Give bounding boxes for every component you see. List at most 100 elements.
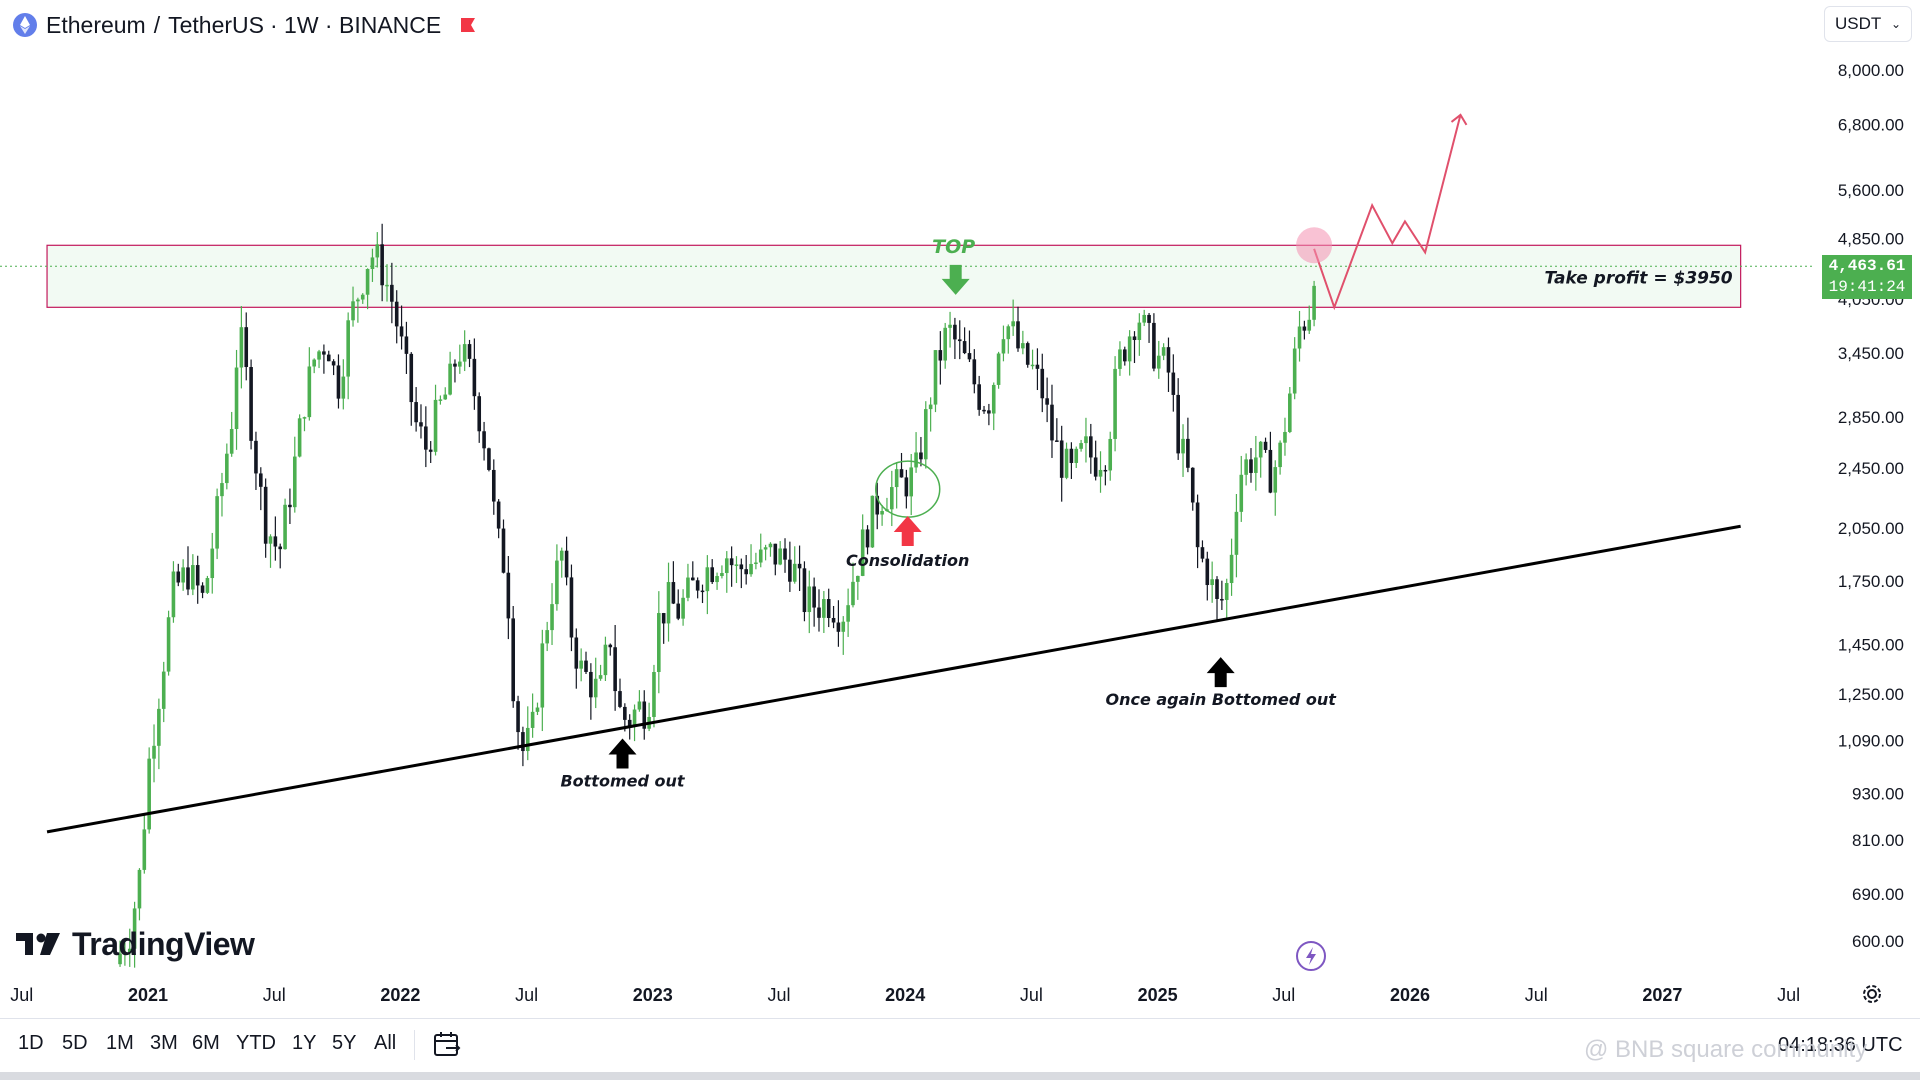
y-tick-label: 1,750.00 [1838, 572, 1904, 591]
candle-up [890, 487, 894, 510]
candle-up [1142, 314, 1147, 323]
resistance-zone[interactable] [46, 244, 1742, 308]
support-trendline[interactable] [46, 524, 1741, 834]
annotation-once-again-bottomed-out: Once again Bottomed out [1105, 690, 1337, 709]
y-tick-label: 6,800.00 [1838, 116, 1904, 135]
candle-up [632, 709, 637, 728]
candle-up [749, 563, 753, 575]
candle-down [414, 402, 418, 423]
candle-up [666, 582, 671, 624]
y-tick-label: 3,450.00 [1838, 344, 1904, 363]
candle-down [817, 607, 821, 618]
candle-up [1283, 431, 1287, 443]
candle-up [545, 630, 549, 644]
candle-up [385, 284, 389, 287]
y-tick-label: 2,850.00 [1838, 408, 1904, 427]
candle-down [278, 546, 283, 550]
candle-down [739, 564, 744, 570]
candle-up [1258, 441, 1263, 458]
candle-up [220, 483, 224, 497]
candle-down [1059, 440, 1064, 478]
currency-select[interactable]: USDT ⌄ [1824, 6, 1912, 42]
range-button-5y[interactable]: 5Y [332, 1032, 357, 1054]
candle-up [559, 550, 564, 561]
utc-clock[interactable]: 04:18:36 UTC [1778, 1034, 1903, 1056]
range-button-all[interactable]: All [374, 1032, 397, 1054]
candle-up [370, 257, 375, 270]
candle-down [875, 495, 880, 515]
candle-down [1035, 364, 1040, 369]
candle-up [1297, 326, 1302, 349]
projection-path[interactable] [1313, 114, 1462, 311]
range-button-1d[interactable]: 1D [18, 1032, 44, 1054]
candle-up [1001, 339, 1006, 354]
candle-down [273, 536, 278, 547]
candle-down [1166, 347, 1171, 373]
candle-up [758, 549, 763, 563]
candle-up [127, 948, 132, 953]
candle-up [1030, 364, 1035, 367]
candle-up [166, 617, 171, 672]
candle-up [909, 467, 914, 497]
range-button-3m[interactable]: 3M [150, 1032, 178, 1054]
candle-down [1103, 469, 1108, 472]
candle-up [1137, 322, 1142, 341]
candle-up [1084, 436, 1088, 444]
candle-down [394, 301, 399, 327]
candle-down [1122, 349, 1127, 362]
chart-title: Ethereum / TetherUS · 1W · BINANCE [12, 8, 477, 42]
candle-down [1190, 467, 1195, 503]
candle-up [433, 399, 438, 452]
x-tick-label: 2025 [1138, 985, 1178, 1005]
candle-down [826, 599, 831, 618]
candle-down [1050, 404, 1054, 441]
red-flag-icon[interactable] [459, 16, 477, 34]
ethereum-logo-icon [13, 13, 37, 37]
range-button-5d[interactable]: 5D [62, 1032, 88, 1054]
lightning-icon[interactable] [1295, 940, 1327, 972]
current-highlight-circle [1296, 227, 1333, 264]
candle-up [210, 548, 215, 579]
range-button-ytd[interactable]: YTD [236, 1032, 276, 1054]
candle-down [608, 644, 613, 648]
candle-up [123, 952, 127, 955]
candle-down [336, 365, 341, 399]
candle-down [729, 558, 734, 566]
candle-down [773, 543, 778, 565]
candle-down [516, 701, 520, 733]
tradingview-logo[interactable]: TradingView [16, 922, 255, 966]
candle-up [341, 376, 346, 399]
candle-down [1025, 343, 1030, 365]
range-button-1m[interactable]: 1M [106, 1032, 134, 1054]
x-tick-label: Jul [1777, 985, 1800, 1005]
gear-icon[interactable] [1860, 982, 1884, 1006]
candle-up [530, 711, 535, 728]
candle-up [1234, 511, 1239, 555]
x-tick-label: Jul [767, 985, 790, 1005]
price-chart[interactable]: Take profit = $3950 TOP Consolidation Botto… [0, 0, 1920, 1018]
x-tick-label: 2021 [128, 985, 168, 1005]
candle-up [1021, 343, 1025, 349]
candle-up [1224, 583, 1229, 600]
watermark: @ BNB square community [1584, 1036, 1868, 1063]
candle-down [574, 637, 579, 669]
candle-up [317, 351, 321, 360]
candle-down [982, 409, 986, 412]
candle-down [380, 244, 384, 286]
range-button-1y[interactable]: 1Y [292, 1032, 317, 1054]
candle-down [482, 431, 486, 449]
candle-up [1161, 347, 1166, 356]
candle-up [652, 672, 656, 717]
candle-up [894, 469, 899, 488]
candle-up [598, 675, 603, 679]
candle-up [822, 599, 826, 618]
current-price: 4,463.61 [1828, 257, 1906, 275]
candle-up [1064, 448, 1069, 478]
calendar-range-icon[interactable] [432, 1030, 462, 1060]
candle-up [555, 560, 559, 605]
x-tick-label: 2023 [633, 985, 673, 1005]
range-button-6m[interactable]: 6M [192, 1032, 220, 1054]
candle-up [657, 613, 661, 673]
candle-up [715, 576, 719, 583]
candle-down [642, 701, 647, 729]
